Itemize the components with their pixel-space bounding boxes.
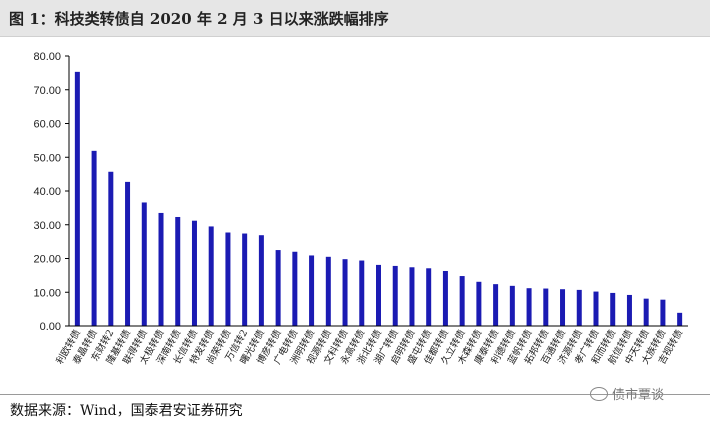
bar <box>175 216 181 326</box>
bar <box>593 291 599 326</box>
y-tick-label: 10.00 <box>33 287 61 299</box>
bar <box>325 256 331 326</box>
bar-chart: 0.00 10.00 20.00 30.00 40.00 50.00 60.00 70.00 8… <box>8 42 702 391</box>
bar <box>459 276 465 326</box>
chart-canvas: 0.00 10.00 20.00 30.00 40.00 50.00 60.00 70.00 8… <box>33 51 688 366</box>
bar <box>74 71 80 326</box>
y-tick-label: 20.00 <box>33 254 61 266</box>
bar <box>643 298 649 326</box>
bar <box>125 181 131 326</box>
bar <box>376 264 381 326</box>
y-tick-label: 30.00 <box>33 220 61 232</box>
bar <box>526 288 532 326</box>
bar <box>543 288 549 326</box>
y-tick-label: 70.00 <box>33 85 61 97</box>
bar <box>509 285 515 326</box>
bar <box>392 265 398 326</box>
bar <box>476 281 482 326</box>
x-axis-labels: 利欧转债泰晶转债东财转2隆基转债联得转债太极转债深南转债长信转债特发转债尚荣转债… <box>54 327 686 366</box>
data-source-note: 数据来源：Wind，国泰君安证券研究 <box>10 403 243 419</box>
bar <box>626 294 632 326</box>
bar <box>158 212 164 326</box>
bar <box>141 202 147 326</box>
bar <box>442 270 448 326</box>
y-tick-label: 60.00 <box>33 119 61 131</box>
bar <box>91 150 97 326</box>
bar <box>493 284 499 326</box>
bar <box>108 171 114 326</box>
bar <box>660 299 666 326</box>
y-tick-label: 50.00 <box>33 152 61 164</box>
figure-title: 图 1：科技类转债自 2020 年 2 月 3 日以来涨跌幅排序 <box>9 10 389 28</box>
bar <box>359 260 365 326</box>
watermark-text: 债市覃谈 <box>612 388 665 403</box>
bar <box>242 233 248 326</box>
y-tick-label: 80.00 <box>33 51 61 63</box>
footer-divider <box>0 394 710 395</box>
bar <box>610 292 616 326</box>
y-tick-label: 0.00 <box>40 321 61 333</box>
bar <box>576 289 582 326</box>
bar <box>225 232 231 326</box>
bar <box>275 250 281 326</box>
wechat-watermark: 债市覃谈 <box>590 384 664 403</box>
bar <box>426 268 432 326</box>
bar <box>191 220 197 326</box>
bar <box>292 251 298 326</box>
bar <box>409 267 415 326</box>
bar <box>560 289 566 326</box>
bar-series <box>74 71 683 326</box>
bar <box>208 226 214 326</box>
bar <box>677 312 683 326</box>
chat-bubble-icon <box>590 387 608 401</box>
bar <box>342 259 348 326</box>
y-tick-label: 40.00 <box>33 186 61 198</box>
y-axis-ticks: 0.00 10.00 20.00 30.00 40.00 50.00 60.00 70.00 8… <box>33 51 69 333</box>
bar <box>309 255 315 326</box>
figure-title-bar: 图 1：科技类转债自 2020 年 2 月 3 日以来涨跌幅排序 <box>0 0 710 37</box>
bar <box>258 235 264 326</box>
